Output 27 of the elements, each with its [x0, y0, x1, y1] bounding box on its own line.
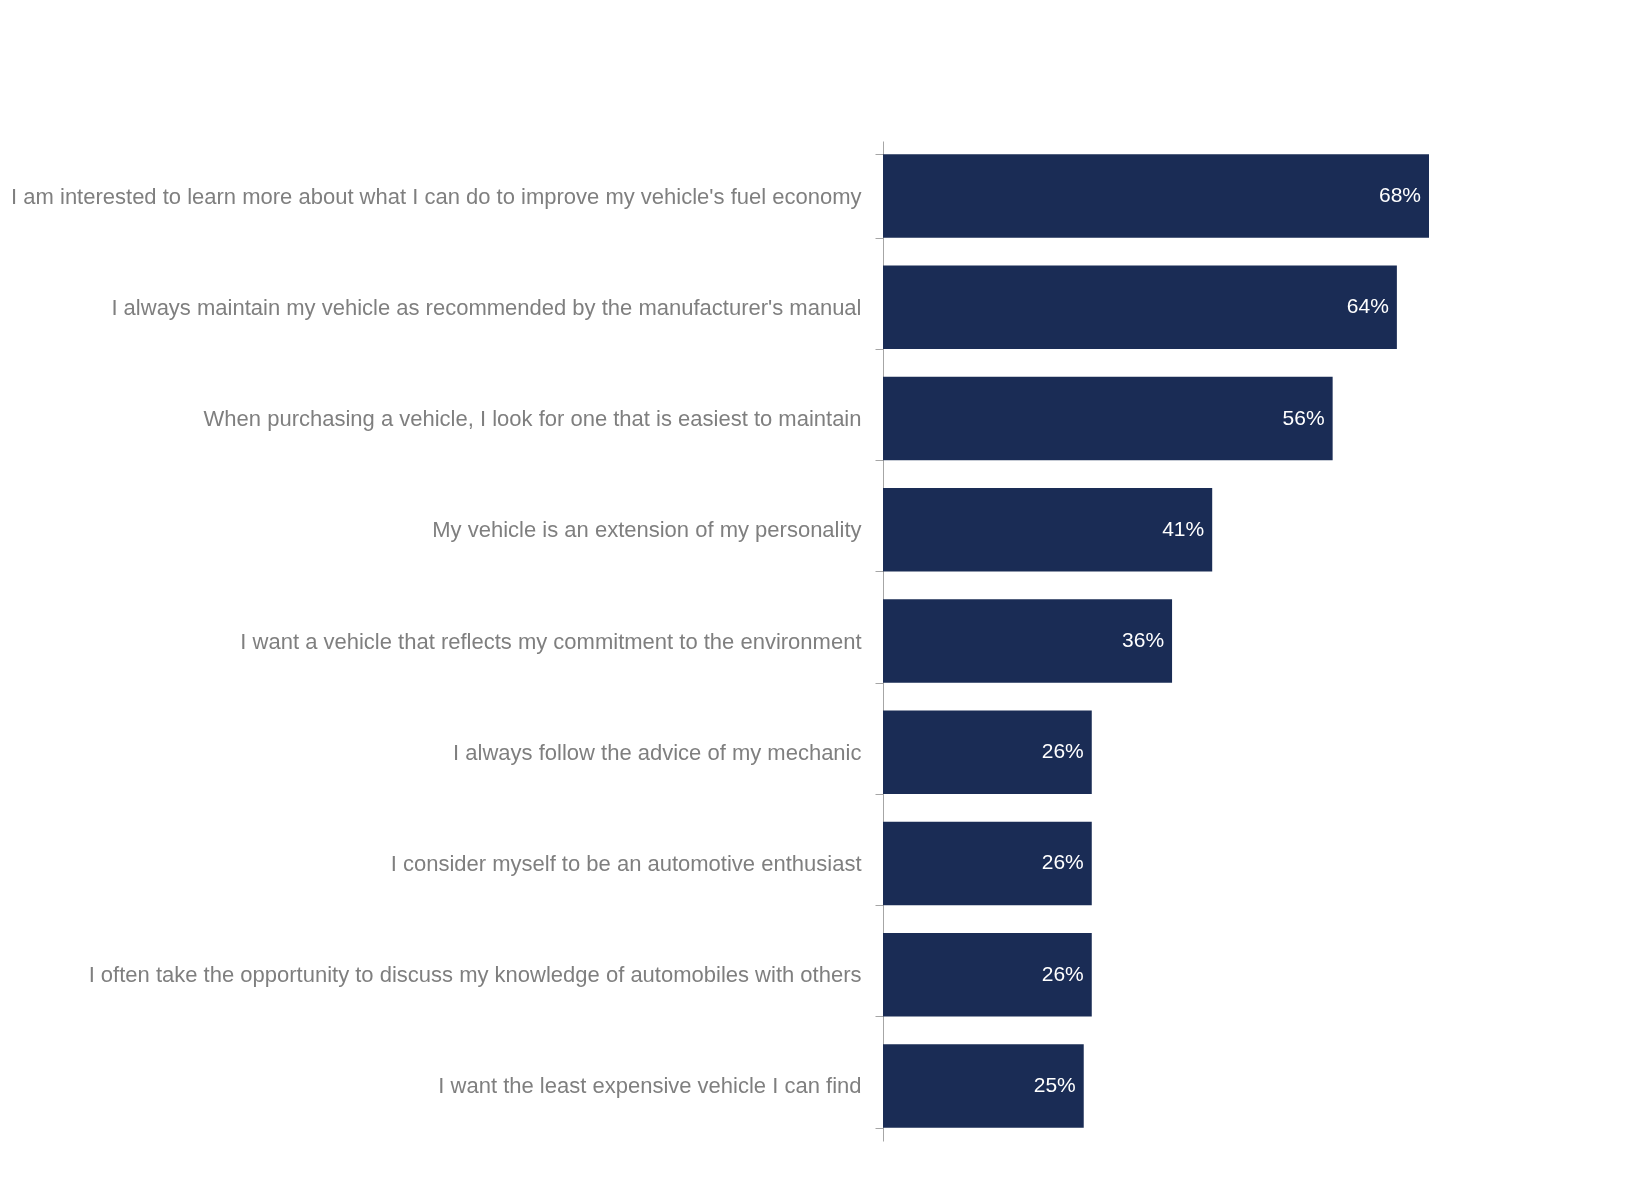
data-label: 26% [1041, 961, 1084, 985]
data-label: 68% [1378, 183, 1421, 207]
data-label: 56% [1282, 405, 1325, 429]
y-tick-label: I always maintain my vehicle as recommended by the manufacturer's manual [111, 294, 862, 320]
data-label: 26% [1041, 850, 1084, 874]
bar [883, 376, 1333, 461]
y-tick-label: I often take the opportunity to discuss my knowledge of automobiles with others [88, 962, 862, 988]
y-tick-label: I want a vehicle that reflects my commitment to the environment [240, 628, 862, 654]
data-label: 41% [1162, 516, 1205, 540]
data-label: 64% [1346, 294, 1389, 318]
bar [883, 265, 1397, 350]
y-tick-label: I am interested to learn more about what I can do to improve my vehicle's fuel economy [11, 183, 862, 209]
y-tick-label: My vehicle is an extension of my personality [432, 517, 862, 543]
bar [883, 599, 1173, 683]
y-tick-label: I always follow the advice of my mechanic [453, 739, 862, 765]
y-tick-label: I consider myself to be an automotive enthusiast [390, 850, 862, 876]
bar [883, 710, 1092, 794]
bar [883, 1044, 1084, 1128]
bar [883, 488, 1213, 572]
data-label: 36% [1122, 628, 1165, 651]
bar [883, 821, 1092, 906]
data-label: 26% [1041, 739, 1084, 763]
data-label: 25% [1033, 1072, 1076, 1096]
bar [883, 932, 1092, 1017]
bar [883, 154, 1429, 238]
y-tick-label: When purchasing a vehicle, I look for one that is easiest to maintain [203, 406, 862, 432]
y-tick-label: I want the least expensive vehicle I can find [438, 1073, 862, 1099]
